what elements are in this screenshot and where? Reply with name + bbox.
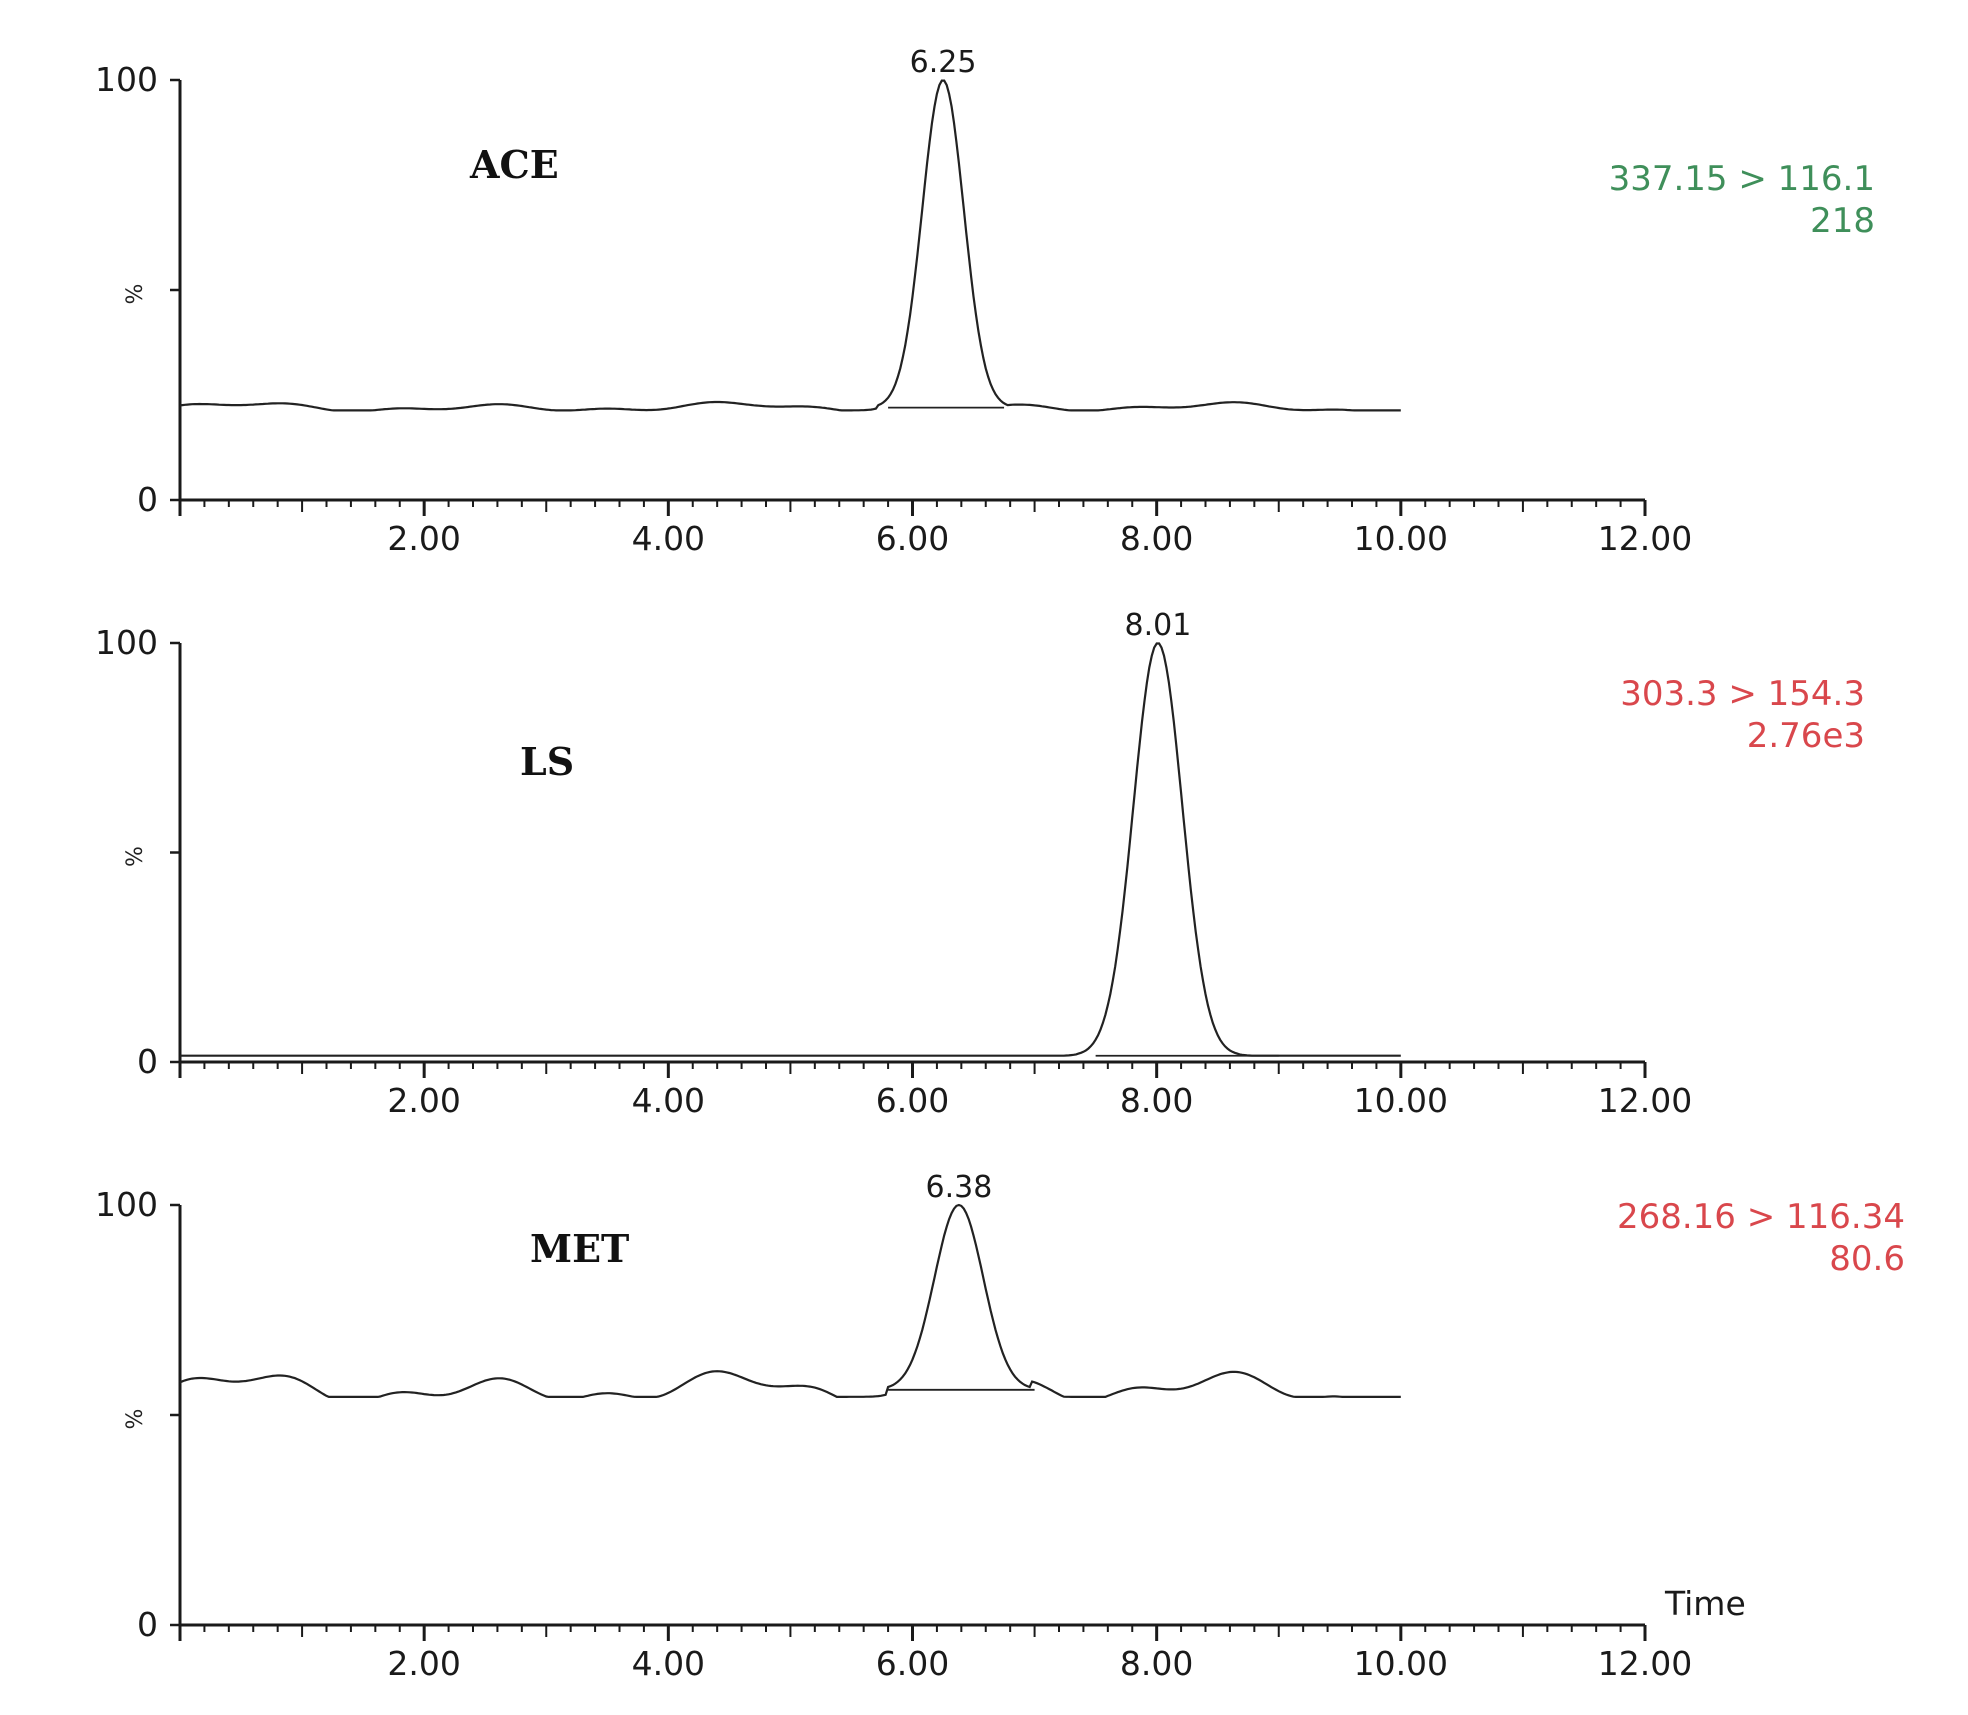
x-tick-label: 2.00	[387, 1081, 460, 1120]
x-tick-label: 6.00	[876, 519, 949, 558]
peak-retention-label: 6.25	[910, 45, 977, 80]
y-tick-label: 100	[95, 60, 158, 99]
intensity-value: 80.6	[1829, 1239, 1905, 1279]
compound-label: ACE	[469, 142, 559, 187]
mrm-transition: 303.3 > 154.3	[1620, 674, 1865, 714]
compound-label: LS	[520, 739, 574, 784]
peak-retention-label: 6.38	[925, 1170, 992, 1205]
y-axis-label: %	[123, 284, 148, 305]
mrm-transition: 337.15 > 116.1	[1609, 159, 1875, 199]
y-tick-label: 0	[137, 1042, 158, 1081]
x-tick-label: 4.00	[632, 1081, 705, 1120]
y-tick-label: 0	[137, 1605, 158, 1644]
peak-retention-label: 8.01	[1124, 608, 1191, 643]
mrm-transition: 268.16 > 116.34	[1617, 1197, 1905, 1237]
x-tick-label: 8.00	[1120, 519, 1193, 558]
x-tick-label: 8.00	[1120, 1644, 1193, 1683]
y-tick-label: 100	[95, 623, 158, 662]
x-tick-label: 8.00	[1120, 1081, 1193, 1120]
y-tick-label: 100	[95, 1185, 158, 1224]
x-tick-label: 4.00	[632, 519, 705, 558]
x-tick-label: 4.00	[632, 1644, 705, 1683]
x-tick-label: 10.00	[1354, 1081, 1448, 1120]
intensity-value: 2.76e3	[1747, 716, 1865, 756]
chromatogram-trace	[179, 79, 1401, 412]
x-tick-label: 12.00	[1598, 1644, 1692, 1683]
chromatogram-panel-ls: 2.00 4.00 6.00 8.00 10.00 12.00 0 100% 8.01 LS 303…	[95, 608, 1865, 1120]
chromatogram-trace	[179, 1203, 1401, 1398]
x-tick-label: 12.00	[1598, 1081, 1692, 1120]
x-tick-label: 12.00	[1598, 519, 1692, 558]
x-tick-label: 10.00	[1354, 519, 1448, 558]
chromatogram-trace	[180, 642, 1401, 1057]
y-tick-label: 0	[137, 480, 158, 519]
x-tick-label: 6.00	[876, 1081, 949, 1120]
x-tick-label: 6.00	[876, 1644, 949, 1683]
chromatogram-panel-ace: 2.00 4.00 6.00 8.00 10.00 12.00 0 100% 6.25 ACE 33…	[95, 45, 1875, 558]
x-tick-label: 10.00	[1354, 1644, 1448, 1683]
chromatogram-panel-met: 2.00 4.00 6.00 8.00 10.00 12.00 0 100% 6.38 MET 26…	[95, 1170, 1905, 1683]
y-axis-label: %	[123, 1409, 148, 1430]
x-axis-label: Time	[1664, 1584, 1746, 1623]
intensity-value: 218	[1810, 201, 1875, 241]
x-tick-label: 2.00	[387, 1644, 460, 1683]
y-axis-label: %	[123, 846, 148, 867]
x-tick-label: 2.00	[387, 519, 460, 558]
compound-label: MET	[530, 1226, 629, 1271]
